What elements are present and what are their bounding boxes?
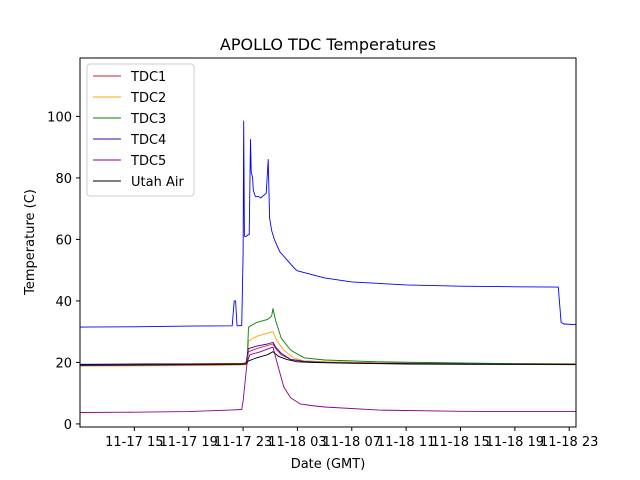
legend-label: TDC1 — [130, 70, 166, 85]
x-tick-label: 11-18 11 — [377, 435, 435, 450]
series-line-utah-air — [79, 351, 576, 365]
x-tick-label: 11-18 07 — [323, 435, 381, 450]
series-line-unlabeled-blue — [79, 120, 577, 328]
x-tick-label: 11-18 23 — [540, 435, 598, 450]
series-layer — [79, 120, 577, 413]
y-axis-label: Temperature (C) — [23, 189, 38, 296]
x-tick-label: 11-17 19 — [159, 435, 217, 450]
y-tick-label: 80 — [55, 172, 72, 187]
series-line-tdc2 — [79, 331, 577, 367]
series-line-tdc3 — [79, 308, 577, 366]
series-line-tdc5 — [79, 346, 576, 413]
legend: TDC1 TDC2 TDC3 TDC4 TDC5 Utah Air — [86, 63, 195, 197]
x-tick-label: 11-17 15 — [105, 435, 163, 450]
y-tick-label: 20 — [55, 356, 72, 371]
legend-label: Utah Air — [131, 175, 184, 190]
x-axis-label: Date (GMT) — [291, 457, 366, 472]
legend-label: TDC4 — [130, 133, 166, 148]
y-tick-label: 0 — [64, 418, 72, 433]
y-tick-label: 100 — [47, 110, 72, 125]
y-tick-label: 60 — [55, 233, 72, 248]
plot-frame — [79, 57, 577, 428]
x-tick-label: 11-17 23 — [214, 435, 272, 450]
legend-label: TDC3 — [130, 112, 166, 127]
legend-label: TDC2 — [130, 91, 166, 106]
legend-label: TDC5 — [130, 154, 166, 169]
chart-title: APOLLO TDC Temperatures — [220, 35, 436, 54]
x-tick-label: 11-18 19 — [486, 435, 544, 450]
x-tick-label: 11-18 03 — [268, 435, 326, 450]
series-line-tdc4 — [79, 341, 577, 366]
x-tick-label: 11-18 15 — [431, 435, 489, 450]
y-tick-label: 40 — [55, 295, 72, 310]
